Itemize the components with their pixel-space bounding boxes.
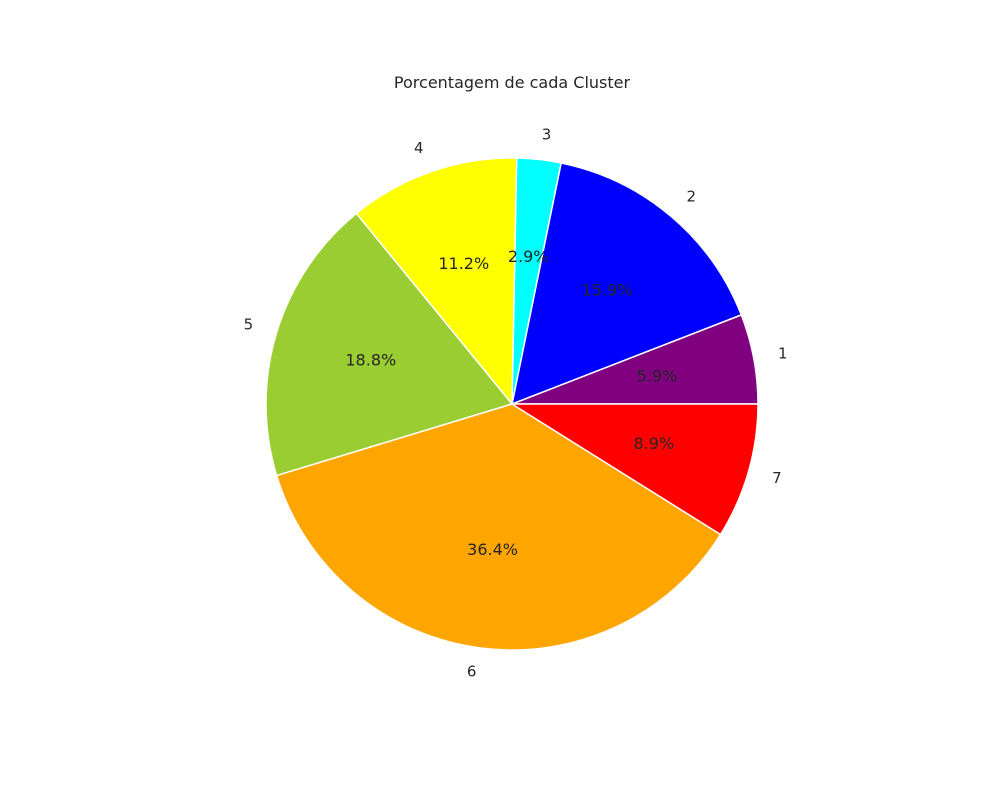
pie-labels: 15.9%215.9%32.9%411.2%518.8%636.4%78.9% bbox=[244, 126, 788, 681]
slice-percent-3: 2.9% bbox=[508, 247, 549, 266]
slice-label-1: 1 bbox=[778, 345, 788, 363]
slice-label-4: 4 bbox=[414, 139, 424, 157]
slice-percent-6: 36.4% bbox=[467, 540, 518, 559]
pie-slice-7 bbox=[511, 403, 759, 536]
pie-slice-5 bbox=[265, 212, 513, 477]
slice-label-7: 7 bbox=[772, 469, 782, 487]
pie-slices bbox=[265, 157, 759, 651]
slice-label-2: 2 bbox=[686, 188, 696, 206]
slice-percent-1: 5.9% bbox=[637, 366, 678, 385]
pie-slice-2 bbox=[511, 162, 743, 405]
slice-percent-7: 8.9% bbox=[634, 434, 675, 453]
slice-percent-4: 11.2% bbox=[438, 254, 489, 273]
chart-title: Porcentagem de cada Cluster bbox=[394, 73, 631, 92]
slice-label-3: 3 bbox=[542, 126, 552, 144]
slice-label-5: 5 bbox=[244, 316, 254, 334]
slice-label-6: 6 bbox=[467, 663, 477, 681]
pie-slice-4 bbox=[355, 157, 518, 405]
slice-percent-2: 15.9% bbox=[582, 281, 633, 300]
slice-percent-5: 18.8% bbox=[345, 351, 396, 370]
